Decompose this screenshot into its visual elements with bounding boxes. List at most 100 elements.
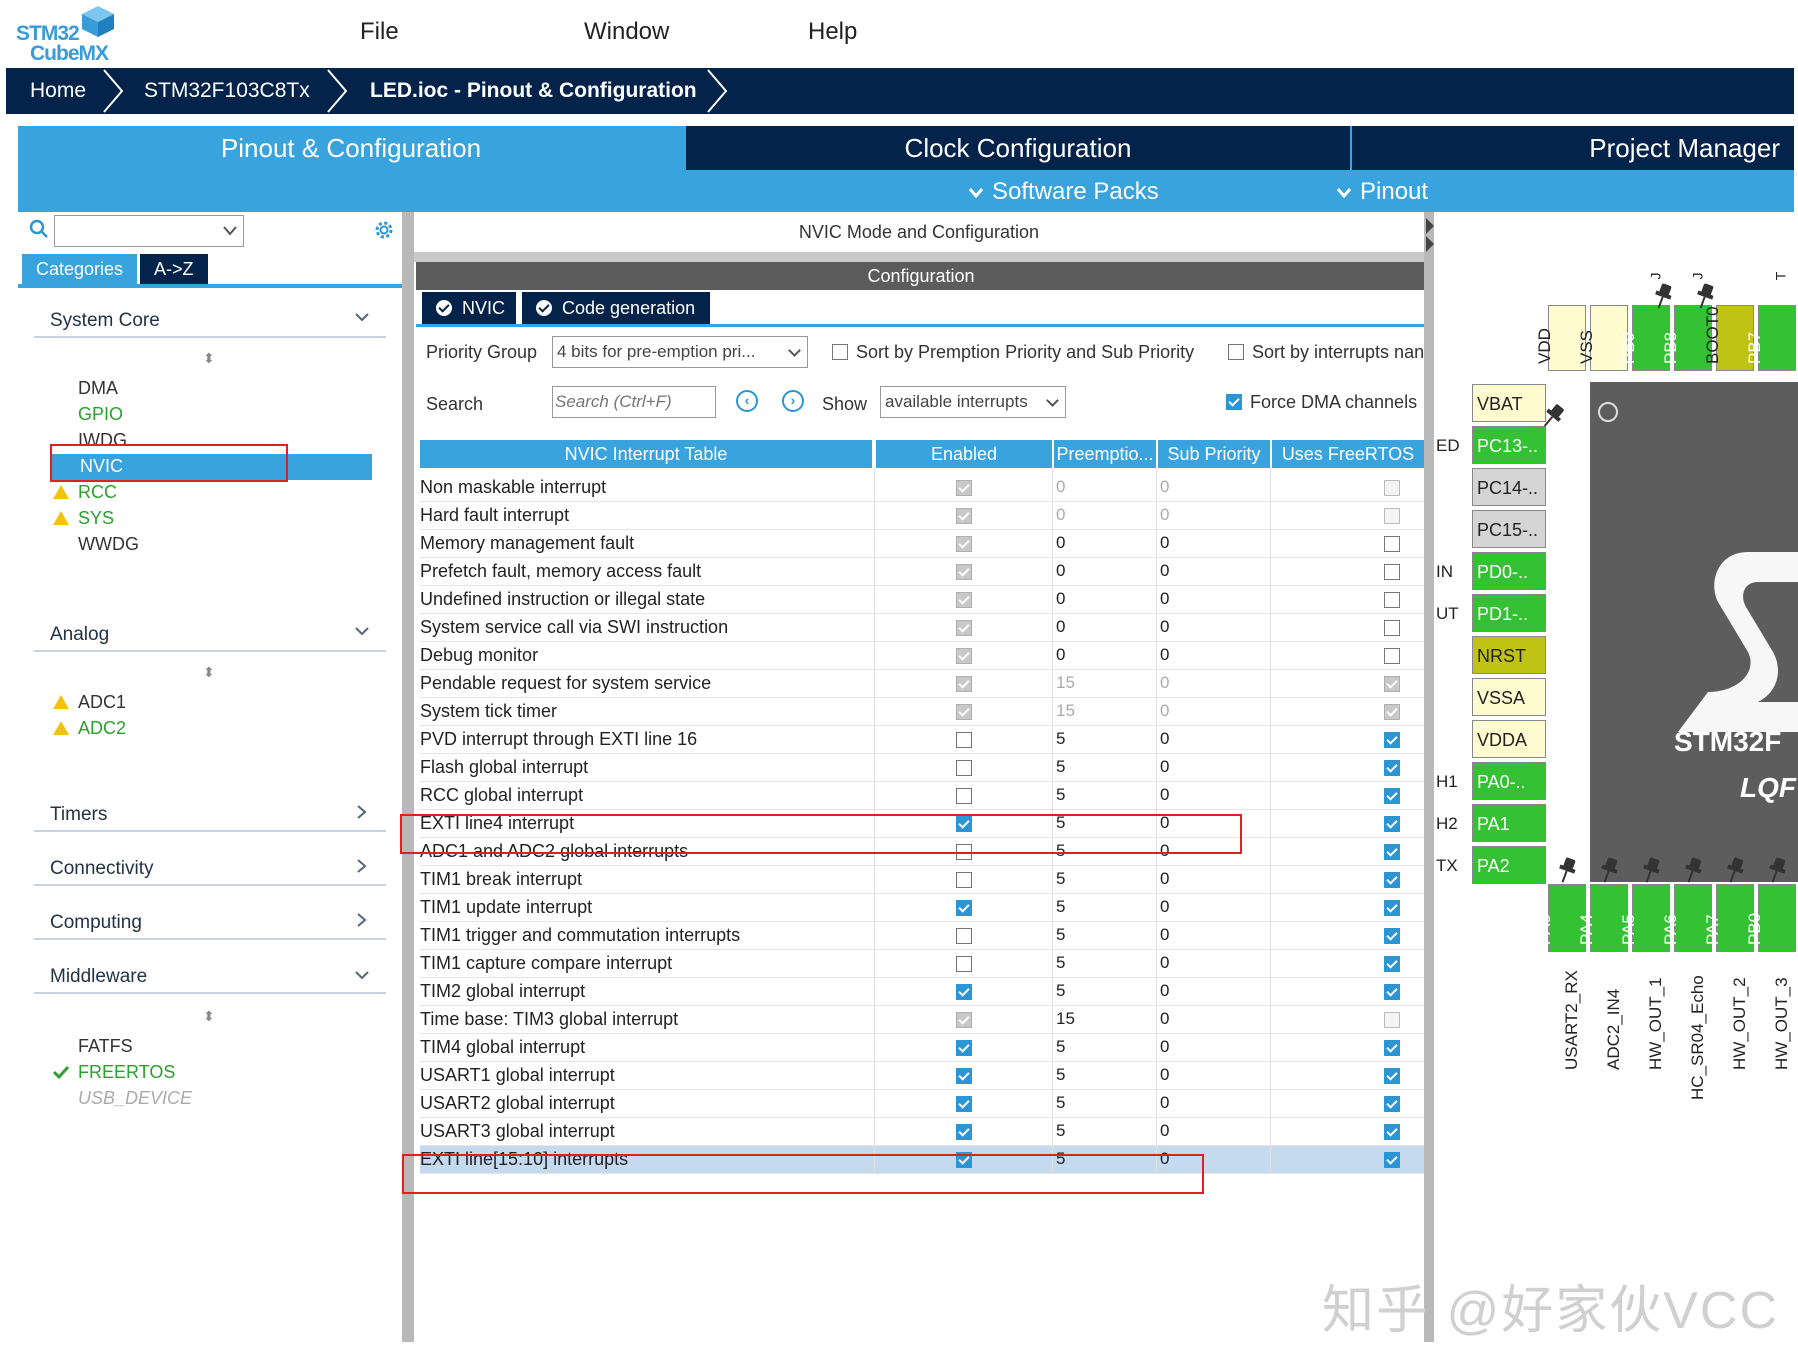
pinout-menu[interactable]: Pinout: [1336, 172, 1428, 212]
col-header-sub-priority[interactable]: Sub Priority: [1158, 440, 1270, 468]
item-wwdg[interactable]: WWDG: [78, 534, 139, 554]
tab-code-generation[interactable]: Code generation: [522, 292, 710, 324]
enabled-checkbox[interactable]: [956, 1040, 972, 1056]
preemption-priority-value[interactable]: 15: [1056, 673, 1075, 692]
category-analog[interactable]: Analog: [50, 624, 110, 645]
pin-pc13[interactable]: PC13-..: [1472, 426, 1546, 464]
chevron-down-icon[interactable]: [354, 626, 370, 638]
table-row[interactable]: RCC global interrupt 5 0: [420, 782, 1424, 810]
uses-freertos-checkbox[interactable]: [1384, 760, 1400, 776]
force-dma-checkbox[interactable]: [1226, 394, 1242, 410]
pin-pa6[interactable]: PA6: [1661, 884, 1712, 952]
table-row[interactable]: TIM4 global interrupt 5 0: [420, 1034, 1424, 1062]
menu-window[interactable]: Window: [584, 18, 670, 45]
uses-freertos-checkbox[interactable]: [1384, 1068, 1400, 1084]
category-computing[interactable]: Computing: [50, 912, 142, 933]
sub-priority-value[interactable]: 0: [1160, 813, 1170, 832]
pin-vdd[interactable]: VDD: [1535, 305, 1586, 371]
preemption-priority-value[interactable]: 0: [1056, 533, 1066, 552]
category-search-input[interactable]: [54, 215, 244, 247]
preemption-priority-value[interactable]: 5: [1056, 841, 1066, 860]
sub-priority-value[interactable]: 0: [1160, 673, 1170, 692]
uses-freertos-checkbox[interactable]: [1384, 1040, 1400, 1056]
search-prev-icon[interactable]: ‹: [736, 390, 758, 412]
pin-pa1[interactable]: PA1: [1472, 804, 1546, 842]
pin-pa2[interactable]: PA2: [1472, 846, 1546, 884]
pin-pb0[interactable]: PB0: [1745, 884, 1796, 952]
preemption-priority-value[interactable]: 5: [1056, 1121, 1066, 1140]
preemption-priority-value[interactable]: 5: [1056, 1037, 1066, 1056]
table-row[interactable]: Prefetch fault, memory access fault 0 0: [420, 558, 1424, 586]
preemption-priority-value[interactable]: 5: [1056, 785, 1066, 804]
sub-priority-value[interactable]: 0: [1160, 785, 1170, 804]
pin-pb8[interactable]: PB8: [1661, 305, 1712, 371]
uses-freertos-checkbox[interactable]: [1384, 956, 1400, 972]
enabled-checkbox[interactable]: [956, 1068, 972, 1084]
preemption-priority-value[interactable]: 5: [1056, 869, 1066, 888]
table-row[interactable]: Hard fault interrupt 0 0: [420, 502, 1424, 530]
preemption-priority-value[interactable]: 5: [1056, 953, 1066, 972]
pin-pa0[interactable]: PA0-..: [1472, 762, 1546, 800]
item-sys[interactable]: SYS: [78, 508, 115, 528]
pin-pd1[interactable]: PD1-..: [1472, 594, 1546, 632]
enabled-checkbox[interactable]: [956, 592, 972, 608]
search-icon[interactable]: [28, 218, 50, 240]
table-row[interactable]: Pendable request for system service 15 0: [420, 670, 1424, 698]
sub-priority-value[interactable]: 0: [1160, 757, 1170, 776]
preemption-priority-value[interactable]: 0: [1056, 505, 1066, 524]
tab-a-z[interactable]: A->Z: [140, 254, 208, 284]
pin-boot0[interactable]: BOOT0: [1703, 305, 1754, 371]
panel-splitter[interactable]: [1424, 212, 1434, 1342]
uses-freertos-checkbox[interactable]: [1384, 1152, 1400, 1168]
pin-pa4[interactable]: PA4: [1577, 884, 1628, 952]
software-packs-menu[interactable]: Software Packs: [968, 172, 1159, 212]
table-row[interactable]: TIM1 capture compare interrupt 5 0: [420, 950, 1424, 978]
enabled-checkbox[interactable]: [956, 508, 972, 524]
table-row[interactable]: EXTI line4 interrupt 5 0: [420, 810, 1424, 838]
col-header-uses-freertos[interactable]: Uses FreeRTOS: [1272, 440, 1424, 468]
uses-freertos-checkbox[interactable]: [1384, 732, 1400, 748]
uses-freertos-checkbox[interactable]: [1384, 508, 1400, 524]
pin-pb7[interactable]: PB7: [1745, 305, 1796, 371]
breadcrumb-home[interactable]: Home: [30, 79, 87, 102]
item-adc2[interactable]: ADC2: [78, 718, 127, 738]
sub-priority-value[interactable]: 0: [1160, 561, 1170, 580]
gear-icon[interactable]: [372, 218, 396, 242]
preemption-priority-value[interactable]: 5: [1056, 981, 1066, 1000]
sub-priority-value[interactable]: 0: [1160, 897, 1170, 916]
item-usb-device[interactable]: USB_DEVICE: [78, 1088, 193, 1108]
uses-freertos-checkbox[interactable]: [1384, 1096, 1400, 1112]
preemption-priority-value[interactable]: 5: [1056, 1149, 1066, 1168]
item-nvic[interactable]: NVIC: [80, 456, 124, 476]
table-row[interactable]: USART2 global interrupt 5 0: [420, 1090, 1424, 1118]
tab-clock-configuration[interactable]: Clock Configuration: [686, 126, 1350, 170]
pin-pc15[interactable]: PC15-..: [1472, 510, 1546, 548]
breadcrumb-file[interactable]: LED.ioc - Pinout & Configuration: [370, 79, 697, 102]
collapse-arrow-icon[interactable]: [1426, 216, 1434, 252]
category-timers[interactable]: Timers: [50, 804, 108, 825]
col-header-enabled[interactable]: Enabled: [876, 440, 1052, 468]
sub-priority-value[interactable]: 0: [1160, 925, 1170, 944]
uses-freertos-checkbox[interactable]: [1384, 844, 1400, 860]
enabled-checkbox[interactable]: [956, 1152, 972, 1168]
table-row[interactable]: TIM1 trigger and commutation interrupts 5…: [420, 922, 1424, 950]
sub-priority-value[interactable]: 0: [1160, 1093, 1170, 1112]
pin-pd0[interactable]: PD0-..: [1472, 552, 1546, 590]
pin-pa5[interactable]: PA5: [1619, 884, 1670, 952]
sub-priority-value[interactable]: 0: [1160, 1037, 1170, 1056]
sub-priority-value[interactable]: 0: [1160, 981, 1170, 1000]
uses-freertos-checkbox[interactable]: [1384, 984, 1400, 1000]
item-adc1[interactable]: ADC1: [78, 692, 127, 712]
enabled-checkbox[interactable]: [956, 704, 972, 720]
table-row[interactable]: Non maskable interrupt 0 0: [420, 474, 1424, 502]
table-row[interactable]: Memory management fault 0 0: [420, 530, 1424, 558]
category-middleware[interactable]: Middleware: [50, 966, 148, 987]
table-row[interactable]: Debug monitor 0 0: [420, 642, 1424, 670]
chevron-right-icon[interactable]: [356, 912, 368, 928]
enabled-checkbox[interactable]: [956, 956, 972, 972]
category-connectivity[interactable]: Connectivity: [50, 858, 154, 879]
pin-vss[interactable]: VSS: [1577, 305, 1628, 371]
enabled-checkbox[interactable]: [956, 620, 972, 636]
col-header-name[interactable]: NVIC Interrupt Table: [420, 440, 872, 468]
sort-premption-checkbox[interactable]: [832, 344, 848, 360]
